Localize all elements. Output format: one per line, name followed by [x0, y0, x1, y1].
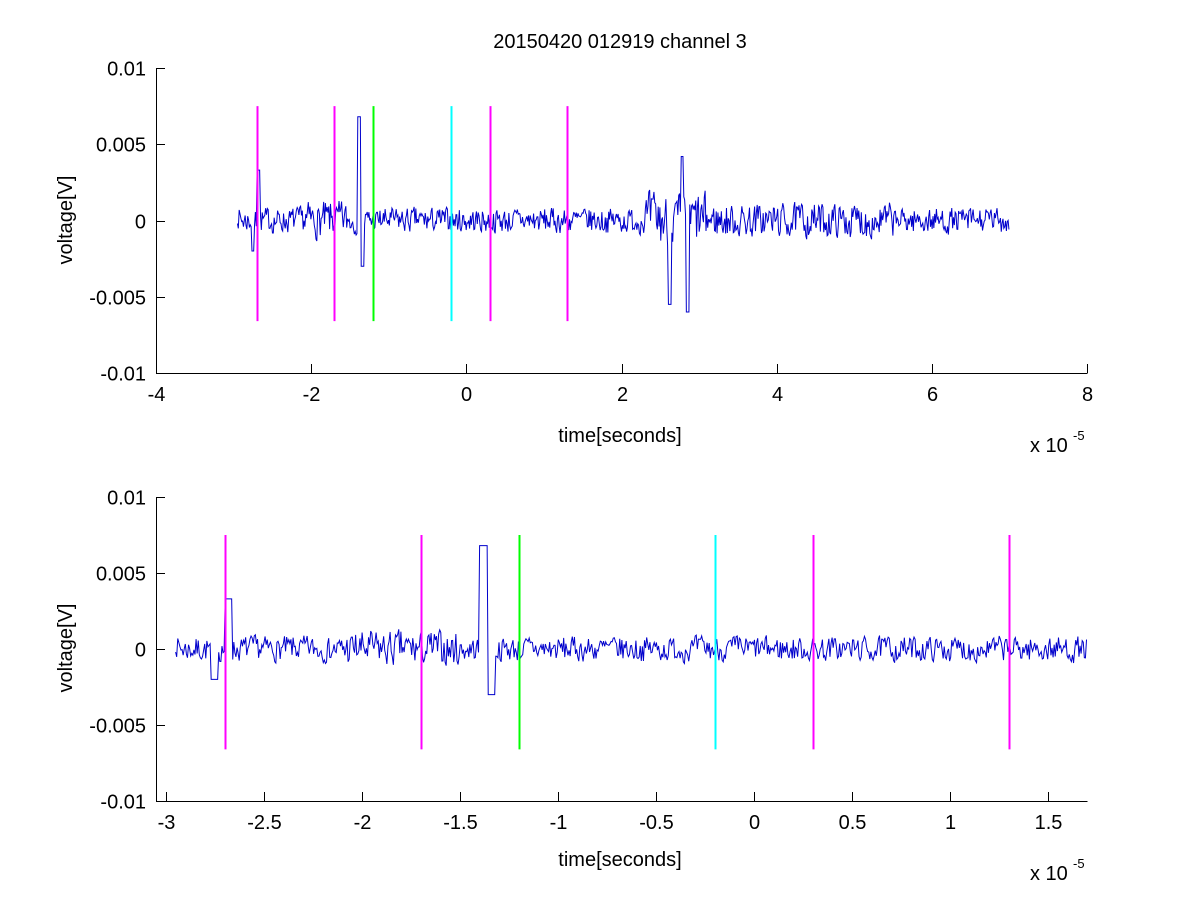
- top-marker-group: [256, 106, 569, 322]
- y-tick-label: -0.005: [89, 716, 146, 738]
- x-tick-label: 4: [772, 384, 783, 406]
- y-tick-label: 0.005: [96, 564, 146, 586]
- x-tick-label: -3: [158, 812, 176, 834]
- x-tick-label: -0.5: [639, 812, 673, 834]
- bottom-x-axis-label: time[seconds]: [558, 849, 681, 871]
- top-x-axis-label: time[seconds]: [558, 425, 681, 447]
- bottom-marker-group: [224, 535, 1011, 750]
- bottom-subplot: -3 -2.5 -2 -1.5 -1 -0.5 0 0.5 1 1.5 -0.01 -0.005 0 0.…: [55, 488, 1088, 885]
- x-tick-label: 1: [945, 812, 956, 834]
- bottom-x-scale-exponent: -5: [1073, 856, 1085, 871]
- x-tick-label: -1.5: [443, 812, 477, 834]
- x-tick-label: -2: [354, 812, 372, 834]
- y-tick-label: 0.005: [96, 135, 146, 157]
- x-tick-label: 0: [749, 812, 760, 834]
- bottom-tick-group: -3 -2.5 -2 -1.5 -1 -0.5 0 0.5 1 1.5 -0.01 -0.005 0 0.…: [89, 488, 1062, 835]
- x-tick-label: 0: [461, 384, 472, 406]
- bottom-x-scale-label: x 10: [1030, 863, 1068, 885]
- figure-title: 20150420 012919 channel 3: [493, 31, 747, 53]
- y-tick-label: -0.01: [100, 792, 146, 814]
- top-y-axis-label: voltage[V]: [55, 176, 77, 265]
- y-tick-label: 0.01: [107, 59, 146, 81]
- y-tick-label: 0: [135, 640, 146, 662]
- top-subplot: -4 -2 0 2 4 6 8 -0.01 -0.005 0 0.005 0.01 time[seco…: [55, 59, 1093, 458]
- x-tick-label: -1: [550, 812, 568, 834]
- y-tick-label: -0.01: [100, 364, 146, 386]
- x-tick-label: 6: [927, 384, 938, 406]
- y-tick-label: 0: [135, 212, 146, 234]
- bottom-y-axis-label: voltage[V]: [55, 604, 77, 693]
- x-tick-label: -2.5: [247, 812, 281, 834]
- x-tick-label: 0.5: [839, 812, 867, 834]
- top-x-scale-label: x 10: [1030, 435, 1068, 457]
- x-tick-label: 1.5: [1035, 812, 1063, 834]
- top-tick-group: -4 -2 0 2 4 6 8 -0.01 -0.005 0 0.005 0.01: [89, 59, 1093, 407]
- y-tick-label: -0.005: [89, 288, 146, 310]
- x-tick-label: -4: [148, 384, 166, 406]
- x-tick-label: 2: [617, 384, 628, 406]
- x-tick-label: 8: [1082, 384, 1093, 406]
- bottom-signal-line: [175, 545, 1088, 696]
- x-tick-label: -2: [303, 384, 321, 406]
- y-tick-label: 0.01: [107, 488, 146, 510]
- top-signal-line: [236, 116, 1010, 313]
- top-x-scale-exponent: -5: [1073, 428, 1085, 443]
